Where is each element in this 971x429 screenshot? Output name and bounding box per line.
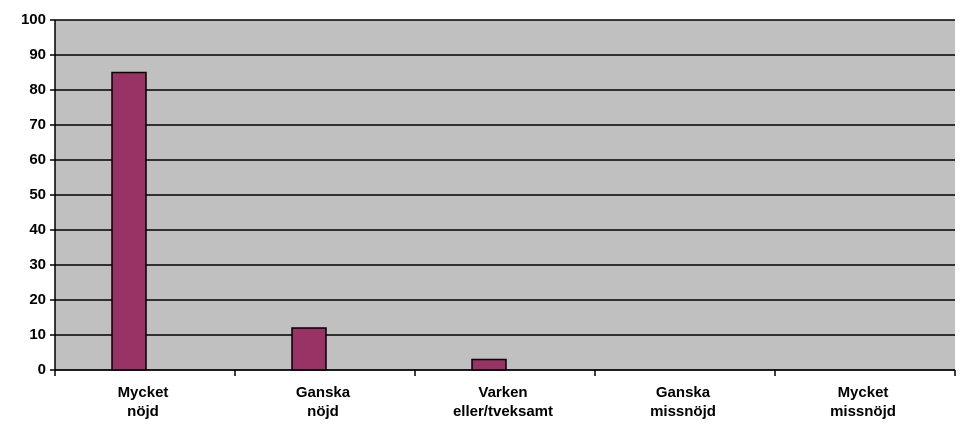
y-tick-label: 100 (21, 11, 46, 28)
y-tick-label: 10 (29, 326, 46, 343)
y-tick-label: 90 (29, 46, 46, 63)
y-tick-label: 80 (29, 81, 46, 98)
bar (291, 327, 327, 371)
y-tick-label: 30 (29, 256, 46, 273)
y-tick-label: 40 (29, 221, 46, 238)
x-tick-label: Mycket nöjd (118, 384, 169, 420)
bar (111, 71, 147, 371)
y-tick-label: 20 (29, 291, 46, 308)
x-tick-label: Ganska missnöjd (650, 384, 716, 420)
y-tick-label: 0 (38, 361, 46, 378)
x-tick-label: Varken eller/tveksamt (453, 384, 553, 420)
y-tick-label: 60 (29, 151, 46, 168)
y-tick-label: 70 (29, 116, 46, 133)
x-tick-label: Ganska nöjd (296, 384, 351, 420)
x-tick-label: Mycket missnöjd (830, 384, 896, 420)
y-tick-label: 50 (29, 186, 46, 203)
bar (471, 358, 507, 371)
